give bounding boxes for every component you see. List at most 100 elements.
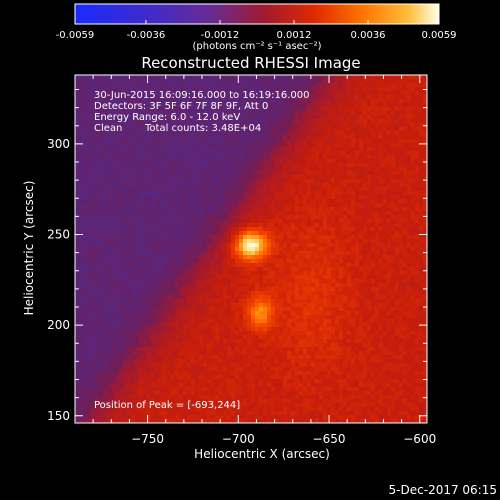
heatmap-cell	[279, 283, 283, 287]
heatmap-cell	[135, 83, 139, 87]
heatmap-cell	[175, 275, 179, 279]
heatmap-cell	[319, 227, 323, 231]
heatmap-cell	[319, 267, 323, 271]
heatmap-cell	[331, 163, 335, 167]
heatmap-cell	[215, 155, 219, 159]
heatmap-cell	[155, 271, 159, 275]
heatmap-cell	[215, 175, 219, 179]
heatmap-cell	[163, 167, 167, 171]
heatmap-cell	[371, 155, 375, 159]
heatmap-cell	[367, 171, 371, 175]
heatmap-cell	[411, 211, 415, 215]
heatmap-cell	[371, 203, 375, 207]
heatmap-cell	[307, 215, 311, 219]
heatmap-cell	[103, 91, 107, 95]
heatmap-cell	[407, 211, 411, 215]
heatmap-cell	[379, 103, 383, 107]
heatmap-cell	[387, 159, 391, 163]
heatmap-cell	[235, 143, 239, 147]
heatmap-cell	[231, 163, 235, 167]
heatmap-cell	[279, 267, 283, 271]
heatmap-cell	[251, 111, 255, 115]
heatmap-cell	[231, 139, 235, 143]
heatmap-cell	[79, 151, 83, 155]
heatmap-cell	[215, 95, 219, 99]
heatmap-cell	[123, 211, 127, 215]
heatmap-cell	[79, 159, 83, 163]
heatmap-cell	[295, 155, 299, 159]
heatmap-cell	[391, 147, 395, 151]
heatmap-cell	[99, 155, 103, 159]
heatmap-cell	[139, 255, 143, 259]
heatmap-cell	[239, 75, 243, 79]
heatmap-cell	[131, 179, 135, 183]
heatmap-cell	[375, 259, 379, 263]
heatmap-cell	[191, 231, 195, 235]
heatmap-cell	[175, 151, 179, 155]
heatmap-cell	[295, 255, 299, 259]
heatmap-cell	[211, 235, 215, 239]
heatmap-cell	[283, 163, 287, 167]
heatmap-cell	[403, 187, 407, 191]
heatmap-cell	[251, 191, 255, 195]
heatmap-cell	[307, 223, 311, 227]
heatmap-cell	[315, 115, 319, 119]
heatmap-cell	[347, 211, 351, 215]
heatmap-cell	[291, 215, 295, 219]
heatmap-cell	[255, 143, 259, 147]
heatmap-cell	[335, 295, 339, 299]
heatmap-cell	[351, 147, 355, 151]
heatmap-cell	[283, 287, 287, 291]
heatmap-cell	[223, 243, 227, 247]
heatmap-cell	[283, 275, 287, 279]
heatmap-cell	[139, 243, 143, 247]
heatmap-cell	[99, 247, 103, 251]
heatmap-cell	[143, 139, 147, 143]
heatmap-cell	[395, 199, 399, 203]
heatmap-cell	[187, 219, 191, 223]
heatmap-cell	[219, 111, 223, 115]
heatmap-cell	[327, 179, 331, 183]
heatmap-cell	[111, 175, 115, 179]
heatmap-cell	[323, 123, 327, 127]
heatmap-cell	[211, 215, 215, 219]
heatmap-cell	[155, 251, 159, 255]
heatmap-cell	[347, 95, 351, 99]
heatmap-cell	[363, 283, 367, 287]
heatmap-cell	[215, 131, 219, 135]
heatmap-cell	[271, 219, 275, 223]
heatmap-cell	[143, 131, 147, 135]
heatmap-cell	[255, 175, 259, 179]
heatmap-cell	[371, 223, 375, 227]
heatmap-cell	[159, 267, 163, 271]
colorbar-tick-label: 0.0036	[351, 30, 386, 41]
heatmap-cell	[99, 199, 103, 203]
heatmap-cell	[231, 275, 235, 279]
heatmap-cell	[123, 255, 127, 259]
heatmap-cell	[267, 199, 271, 203]
heatmap-cell	[211, 171, 215, 175]
heatmap-cell	[375, 235, 379, 239]
heatmap-cell	[263, 295, 267, 299]
heatmap-cell	[259, 151, 263, 155]
heatmap-cell	[91, 143, 95, 147]
heatmap-cell	[303, 111, 307, 115]
heatmap-cell	[347, 155, 351, 159]
heatmap-cell	[259, 143, 263, 147]
heatmap-cell	[75, 199, 79, 203]
heatmap-cell	[167, 187, 171, 191]
heatmap-cell	[191, 159, 195, 163]
heatmap-cell	[323, 107, 327, 111]
heatmap-cell	[119, 179, 123, 183]
heatmap-cell	[207, 215, 211, 219]
heatmap-cell	[95, 99, 99, 103]
heatmap-cell	[79, 119, 83, 123]
heatmap-cell	[171, 191, 175, 195]
heatmap-cell	[139, 123, 143, 127]
heatmap-cell	[255, 291, 259, 295]
heatmap-cell	[163, 115, 167, 119]
heatmap-cell	[231, 151, 235, 155]
heatmap-cell	[335, 195, 339, 199]
heatmap-cell	[207, 223, 211, 227]
heatmap-cell	[379, 279, 383, 283]
